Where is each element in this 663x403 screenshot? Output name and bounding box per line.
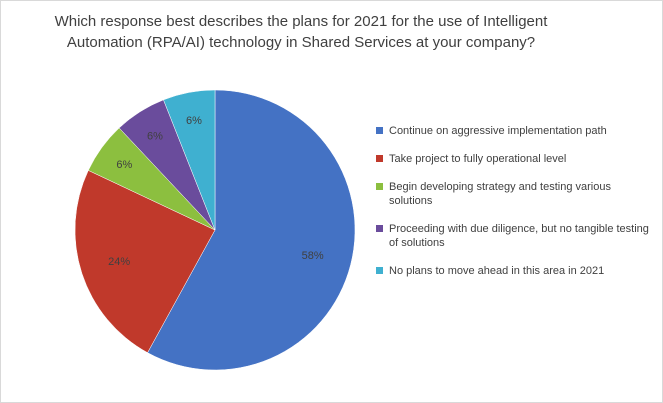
- chart-title-line-1: Which response best describes the plans …: [54, 13, 548, 30]
- legend-item: Continue on aggressive implementation pa…: [376, 124, 651, 138]
- legend-item: No plans to move ahead in this area in 2…: [376, 264, 651, 278]
- legend-swatch: [376, 155, 383, 162]
- slice-data-label: 6%: [186, 115, 202, 127]
- pie-slice: [74, 170, 216, 354]
- legend-item: Begin developing strategy and testing va…: [376, 180, 651, 208]
- legend-swatch: [376, 267, 383, 274]
- legend: Continue on aggressive implementation pa…: [376, 124, 651, 292]
- chart-title-line-2: Automation (RPA/AI) technology in Shared…: [66, 34, 536, 51]
- legend-label: Proceeding with due diligence, but no ta…: [389, 223, 649, 249]
- legend-swatch: [376, 183, 383, 190]
- legend-label: Take project to fully operational level: [389, 153, 567, 165]
- chart-title: Which response best describes the plans …: [1, 11, 601, 53]
- legend-swatch: [376, 127, 383, 134]
- legend-label: Continue on aggressive implementation pa…: [389, 125, 607, 137]
- legend-label: No plans to move ahead in this area in 2…: [389, 265, 605, 277]
- pie-slice: [147, 89, 356, 371]
- slice-data-label: 6%: [147, 130, 163, 142]
- slice-data-label: 58%: [302, 250, 324, 262]
- legend-item: Proceeding with due diligence, but no ta…: [376, 222, 651, 250]
- pie-slice: [163, 89, 216, 231]
- legend-item: Take project to fully operational level: [376, 152, 651, 166]
- legend-swatch: [376, 225, 383, 232]
- slice-data-label: 6%: [116, 159, 132, 171]
- legend-label: Begin developing strategy and testing va…: [389, 181, 611, 207]
- slice-data-label: 24%: [108, 256, 130, 268]
